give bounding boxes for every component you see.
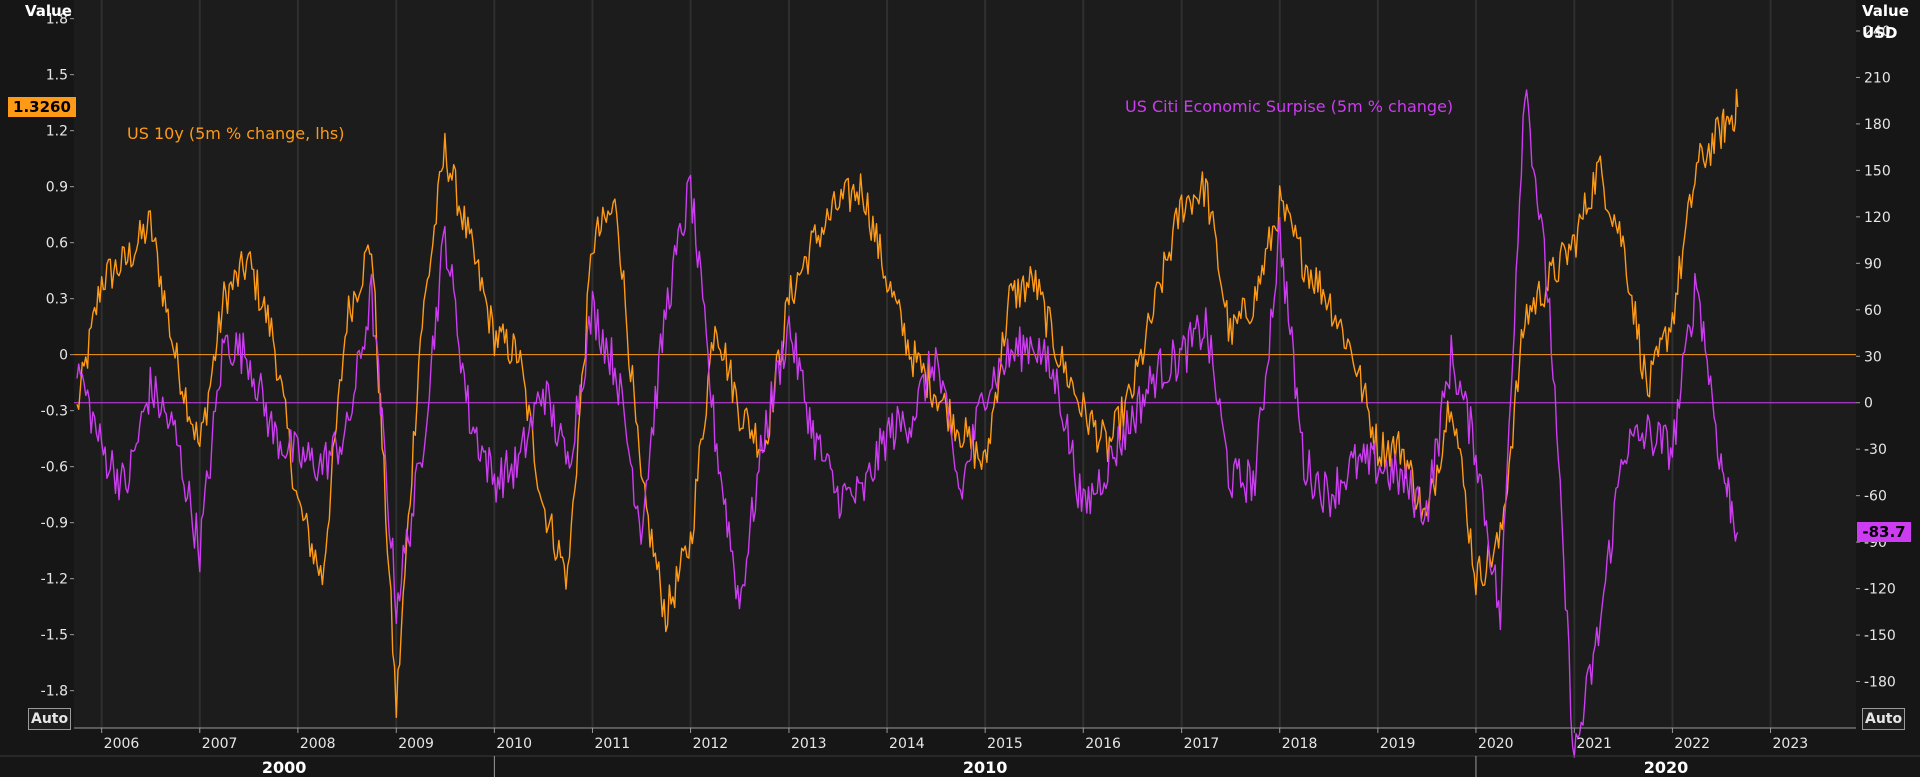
right-tick-label: -150 (1864, 628, 1896, 644)
x-tick-label: 2010 (496, 736, 532, 752)
x-tick-label: 2009 (398, 736, 434, 752)
x-tick-label: 2021 (1576, 736, 1612, 752)
left-tick-label: -0.3 (41, 404, 68, 420)
left-tick-label: 0.3 (46, 292, 68, 308)
left-axis-ticks: 1.8 1.5 1.2 0.9 0.6 0.3 0 -0.3 -0.6 -0.9 -1.2 -1.5 -… (41, 12, 74, 700)
series-line-2 (76, 89, 1739, 758)
reference-lines (74, 354, 1856, 404)
right-axis-auto-button[interactable]: Auto (1862, 708, 1906, 730)
x-tick-label: 2012 (693, 736, 729, 752)
decade-label: 2000 (262, 758, 307, 777)
right-tick-label: 90 (1864, 256, 1882, 272)
series-label-citi: US Citi Economic Surpise (5m % change) (1125, 97, 1453, 116)
right-tick-label: -60 (1864, 489, 1887, 505)
right-tick-label: 120 (1864, 210, 1891, 226)
left-tick-label: 1.5 (46, 68, 68, 84)
left-tick-label: -0.6 (41, 460, 68, 476)
right-tick-label: 210 (1864, 70, 1891, 86)
x-tick-label: 2015 (987, 736, 1023, 752)
left-tick-label: 1.8 (46, 12, 68, 28)
x-tick-label: 2007 (202, 736, 238, 752)
right-axis-ticks: 2402101801501209060300-30-60-90-120-150-… (1856, 24, 1896, 691)
x-tick-label: 2022 (1674, 736, 1710, 752)
x-tick-label: 2019 (1380, 736, 1416, 752)
series-layer (76, 88, 1739, 758)
decade-labels: 2000 2010 2020 (0, 755, 1920, 777)
x-tick-label: 2018 (1282, 736, 1318, 752)
left-tick-label: -1.8 (41, 684, 68, 700)
grid-lines (100, 0, 1772, 728)
right-last-value-badge: -83.7 (1857, 522, 1911, 543)
left-tick-label: 1.2 (46, 124, 68, 140)
series-line-1 (76, 88, 1739, 718)
right-tick-label: 150 (1864, 163, 1891, 179)
right-tick-label: -180 (1864, 675, 1896, 691)
right-tick-label: -30 (1864, 442, 1887, 458)
x-tick-label: 2014 (889, 736, 925, 752)
series-label-us10y: US 10y (5m % change, lhs) (127, 124, 344, 143)
decade-label: 2010 (963, 758, 1008, 777)
x-tick-label: 2008 (300, 736, 336, 752)
right-tick-label: -120 (1864, 582, 1896, 598)
left-axis-title: Value (25, 2, 72, 20)
x-tick-label: 2011 (594, 736, 630, 752)
left-tick-label: -1.2 (41, 572, 68, 588)
right-axis-unit: USD (1862, 24, 1897, 42)
x-tick-label: 2006 (104, 736, 140, 752)
left-tick-label: 0 (59, 348, 68, 364)
plot-area (74, 0, 1856, 728)
decade-label: 2020 (1644, 758, 1689, 777)
series-labels: US 10y (5m % change, lhs) US Citi Economi… (127, 97, 1453, 143)
left-tick-label: 0.6 (46, 236, 68, 252)
left-last-value-badge: 1.3260 (8, 97, 76, 118)
left-axis-auto-button[interactable]: Auto (28, 708, 72, 730)
right-tick-label: 240 (1864, 24, 1891, 40)
right-tick-label: 60 (1864, 303, 1882, 319)
right-tick-label: 30 (1864, 349, 1882, 365)
left-tick-label: 0.9 (46, 180, 68, 196)
right-tick-label: 180 (1864, 117, 1891, 133)
right-axis-title: Value (1862, 2, 1909, 20)
x-tick-label: 2013 (791, 736, 827, 752)
left-tick-label: -0.9 (41, 516, 68, 532)
x-axis-ticks: 2006 2007 2008 2009 2010 2011 2012 2013 2014 2015… (74, 727, 1856, 752)
x-tick-label: 2017 (1184, 736, 1220, 752)
right-tick-label: 0 (1864, 396, 1873, 412)
x-tick-label: 2023 (1773, 736, 1809, 752)
left-tick-label: -1.5 (41, 628, 68, 644)
x-tick-label: 2016 (1085, 736, 1121, 752)
x-tick-label: 2020 (1478, 736, 1514, 752)
